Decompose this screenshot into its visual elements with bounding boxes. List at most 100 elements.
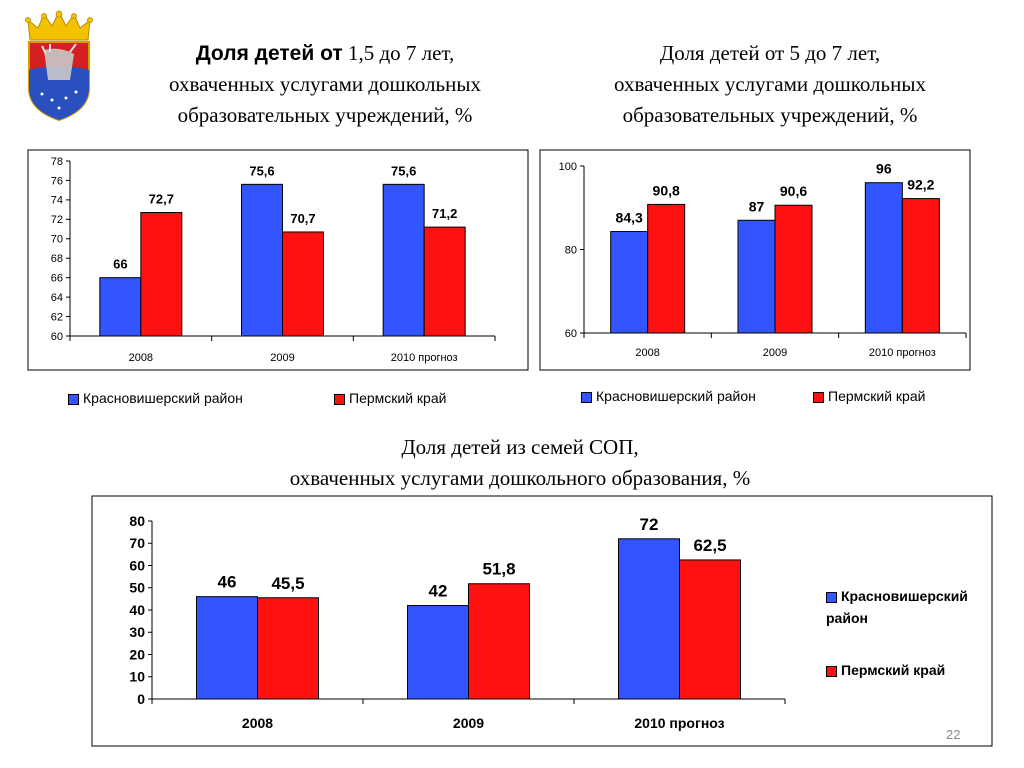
legend-item: Красновишерский район <box>581 388 756 404</box>
legend-swatch <box>581 391 592 403</box>
y-tick-label: 66 <box>51 273 63 285</box>
x-category-label: 2008 <box>242 715 273 731</box>
x-category-label: 2009 <box>270 352 294 364</box>
data-label: 45,5 <box>271 574 304 593</box>
y-tick-label: 60 <box>51 331 63 343</box>
legend-label: Красновишерский район <box>596 388 756 404</box>
legend-label: Пермский край <box>841 662 946 678</box>
bar-series2 <box>647 203 686 334</box>
bar-series1 <box>737 219 776 334</box>
y-tick-label: 68 <box>51 253 63 265</box>
bar-series1 <box>99 277 142 337</box>
y-tick-label: 50 <box>129 580 145 596</box>
coat-of-arms-icon <box>25 10 93 122</box>
x-category-label: 2010 прогноз <box>391 352 458 364</box>
y-tick-label: 10 <box>129 669 145 685</box>
bar-series2 <box>679 559 741 700</box>
data-label: 71,2 <box>432 206 457 221</box>
legend-swatch <box>813 391 824 403</box>
legend-item: Пермский край <box>334 390 446 406</box>
x-category-label: 2009 <box>453 715 484 731</box>
chart3-title-line1: Доля детей из семей СОП, <box>401 435 639 459</box>
chart-frame <box>539 149 971 371</box>
chart1-title-line1b: 1,5 до 7 лет, <box>342 41 455 65</box>
legend-swatch <box>826 665 837 677</box>
legend-item: Красновишерский район <box>826 585 976 629</box>
y-tick-label: 78 <box>51 156 63 168</box>
y-tick-label: 30 <box>129 624 145 640</box>
legend-item: Пермский край <box>826 659 945 681</box>
x-category-label: 2010 прогноз <box>634 715 724 731</box>
y-tick-label: 70 <box>129 535 145 551</box>
x-category-label: 2008 <box>635 347 659 359</box>
bar-series1 <box>618 538 680 700</box>
legend-label: Пермский край <box>828 388 926 404</box>
x-category-label: 2010 прогноз <box>869 347 936 359</box>
y-tick-label: 70 <box>51 234 63 246</box>
data-label: 90,6 <box>780 183 807 199</box>
bar-series2 <box>423 226 466 337</box>
legend-label: Красновишерский район <box>826 588 968 626</box>
y-tick-label: 60 <box>565 328 577 340</box>
x-category-label: 2008 <box>129 352 153 364</box>
data-label: 42 <box>429 582 448 601</box>
bar-series1 <box>407 605 469 700</box>
bar-series2 <box>140 212 183 337</box>
legend-item: Красновишерский район <box>68 390 243 406</box>
chart2-title-line1: Доля детей от 5 до 7 лет, <box>659 41 881 65</box>
data-label: 66 <box>113 257 127 272</box>
data-label: 96 <box>876 161 892 177</box>
chart1-title-line3: образовательных учреждений, % <box>177 103 473 127</box>
y-tick-label: 60 <box>129 557 145 573</box>
legend-swatch <box>334 393 345 405</box>
legend-label: Пермский край <box>349 390 447 406</box>
data-label: 87 <box>749 198 765 214</box>
y-tick-label: 100 <box>559 161 577 173</box>
chart-frame <box>27 149 529 371</box>
y-tick-label: 72 <box>51 214 63 226</box>
bar-series1 <box>382 183 425 337</box>
legend-swatch <box>826 591 837 603</box>
y-tick-label: 74 <box>51 195 63 207</box>
data-label: 51,8 <box>482 560 515 579</box>
chart2-title: Доля детей от 5 до 7 лет, охваченных усл… <box>545 38 995 131</box>
bar-series1 <box>610 231 649 334</box>
legend-swatch <box>68 393 79 405</box>
bar-series1 <box>196 596 258 700</box>
data-label: 62,5 <box>693 536 726 555</box>
chart1-title-line2: охваченных услугами дошкольных <box>169 72 481 96</box>
data-label: 72 <box>640 515 659 534</box>
chart1-title: Доля детей от 1,5 до 7 лет, охваченных у… <box>115 38 535 131</box>
bar-series2 <box>282 231 324 337</box>
bar-series2 <box>901 198 940 334</box>
data-label: 46 <box>218 573 237 592</box>
data-label: 92,2 <box>907 177 934 193</box>
chart-frame <box>91 495 993 747</box>
data-label: 72,7 <box>149 192 174 207</box>
chart2-title-line2: охваченных услугами дошкольных <box>614 72 926 96</box>
data-label: 90,8 <box>653 182 680 198</box>
y-tick-label: 62 <box>51 311 63 323</box>
bar-series2 <box>257 597 319 700</box>
y-tick-label: 64 <box>51 292 63 304</box>
y-tick-label: 80 <box>565 244 577 256</box>
y-tick-label: 40 <box>129 602 145 618</box>
legend-item: Пермский край <box>813 388 925 404</box>
bar-series2 <box>774 204 813 334</box>
slide-number: 22 <box>946 727 961 742</box>
y-tick-label: 20 <box>129 646 145 662</box>
data-label: 75,6 <box>249 163 274 178</box>
chart3-title-line2: охваченных услугами дошкольного образова… <box>289 466 751 490</box>
y-tick-label: 80 <box>129 513 145 529</box>
bar-series2 <box>468 583 530 700</box>
chart3-title: Доля детей из семей СОП, охваченных услу… <box>190 432 850 494</box>
chart1-title-line1a: Доля детей от <box>195 42 343 65</box>
bar-series1 <box>864 182 903 334</box>
data-label: 75,6 <box>391 163 416 178</box>
y-tick-label: 76 <box>51 175 63 187</box>
data-label: 70,7 <box>290 211 315 226</box>
data-label: 84,3 <box>616 210 643 226</box>
chart2-title-line3: образовательных учреждений, % <box>622 103 918 127</box>
